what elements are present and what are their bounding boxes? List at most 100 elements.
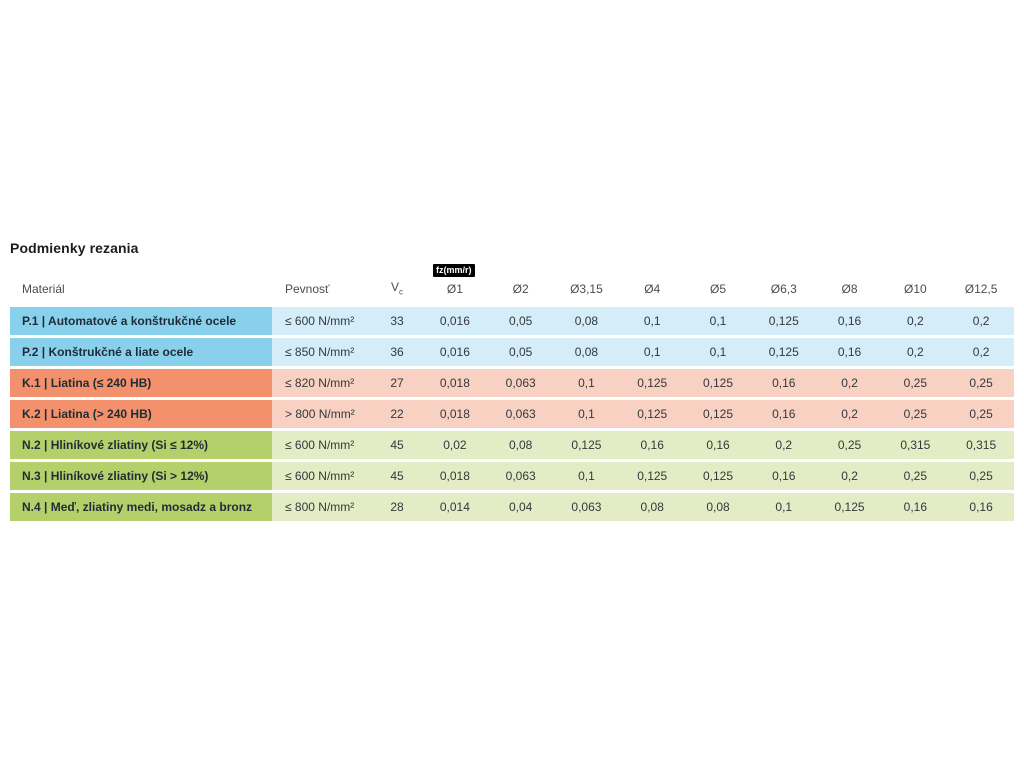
fz-value-cell: 0,08 [685, 493, 751, 521]
fz-value-cell: 0,2 [816, 462, 883, 490]
fz-value-cell: 0,16 [816, 307, 883, 335]
material-cell: N.3 | Hliníkové zliatiny (Si > 12%) [10, 462, 272, 490]
fz-value-cell: 0,16 [750, 400, 817, 428]
material-cell: K.1 | Liatina (≤ 240 HB) [10, 369, 272, 397]
fz-value-cell: 0,2 [882, 307, 949, 335]
fz-value-cell: 0,25 [882, 462, 949, 490]
material-cell: K.2 | Liatina (> 240 HB) [10, 400, 272, 428]
fz-value-cell: 0,08 [553, 307, 620, 335]
fz-value-cell: 0,063 [487, 369, 554, 397]
fz-value-cell: 0,315 [948, 431, 1014, 459]
fz-value-cell: 0,125 [619, 400, 686, 428]
material-cell: P.2 | Konštrukčné a liate ocele [10, 338, 272, 366]
column-header-strength: Pevnosť [285, 282, 330, 296]
header-row: Materiál Pevnosť Vc Ø1 Ø2 Ø3,15 Ø4 Ø5 Ø6… [10, 280, 1014, 307]
vc-cell: 22 [372, 400, 422, 428]
column-header-d8: Ø8 [841, 282, 858, 296]
strength-cell: ≤ 600 N/mm² [272, 307, 372, 335]
fz-value-cell: 0,125 [685, 462, 751, 490]
fz-value-cell: 0,08 [553, 338, 620, 366]
table-row: K.1 | Liatina (≤ 240 HB) ≤ 820 N/mm² 27 0,0… [10, 369, 1014, 397]
fz-value-cell: 0,08 [487, 431, 554, 459]
column-header-d6-3: Ø6,3 [770, 282, 797, 296]
fz-value-cell: 0,16 [750, 462, 817, 490]
fz-value-cell: 0,25 [948, 369, 1014, 397]
fz-value-cell: 0,016 [422, 307, 488, 335]
fz-value-cell: 0,063 [487, 462, 554, 490]
fz-value-cell: 0,25 [948, 462, 1014, 490]
vc-subscript: c [399, 287, 403, 296]
fz-value-cell: 0,014 [422, 493, 488, 521]
fz-value-cell: 0,1 [685, 338, 751, 366]
column-header-d5: Ø5 [709, 282, 726, 296]
fz-value-cell: 0,16 [750, 369, 817, 397]
table-row: N.4 | Meď, zliatiny medi, mosadz a bronz… [10, 493, 1014, 521]
fz-value-cell: 0,125 [750, 338, 817, 366]
column-header-d3-15: Ø3,15 [570, 282, 603, 296]
fz-value-cell: 0,018 [422, 462, 488, 490]
fz-value-cell: 0,25 [816, 431, 883, 459]
fz-value-cell: 0,016 [422, 338, 488, 366]
fz-value-cell: 0,2 [948, 338, 1014, 366]
fz-value-cell: 0,1 [553, 400, 620, 428]
fz-value-cell: 0,018 [422, 369, 488, 397]
fz-value-cell: 0,063 [487, 400, 554, 428]
column-header-material: Materiál [22, 282, 65, 296]
fz-value-cell: 0,125 [750, 307, 817, 335]
column-header-vc: Vc [372, 280, 422, 296]
material-cell: N.2 | Hliníkové zliatiny (Si ≤ 12%) [10, 431, 272, 459]
fz-value-cell: 0,2 [816, 369, 883, 397]
strength-cell: ≤ 800 N/mm² [272, 493, 372, 521]
table-row: K.2 | Liatina (> 240 HB) > 800 N/mm² 22 0,0… [10, 400, 1014, 428]
table-header: fz(mm/r) Materiál Pevnosť Vc Ø1 Ø2 Ø3,15… [10, 262, 1014, 307]
strength-cell: ≤ 820 N/mm² [272, 369, 372, 397]
fz-unit-badge: fz(mm/r) [433, 264, 475, 277]
fz-value-cell: 0,063 [553, 493, 620, 521]
fz-value-cell: 0,16 [619, 431, 686, 459]
strength-cell: ≤ 850 N/mm² [272, 338, 372, 366]
table-row: P.2 | Konštrukčné a liate ocele ≤ 850 N/m… [10, 338, 1014, 366]
fz-value-cell: 0,1 [750, 493, 817, 521]
strength-cell: > 800 N/mm² [272, 400, 372, 428]
vc-cell: 45 [372, 431, 422, 459]
fz-value-cell: 0,2 [882, 338, 949, 366]
fz-value-cell: 0,25 [948, 400, 1014, 428]
column-header-d12-5: Ø12,5 [964, 282, 998, 296]
fz-value-cell: 0,315 [882, 431, 949, 459]
fz-value-cell: 0,2 [750, 431, 817, 459]
fz-value-cell: 0,125 [816, 493, 883, 521]
vc-cell: 45 [372, 462, 422, 490]
table-row: N.2 | Hliníkové zliatiny (Si ≤ 12%) ≤ 600… [10, 431, 1014, 459]
fz-value-cell: 0,02 [422, 431, 488, 459]
fz-value-cell: 0,018 [422, 400, 488, 428]
strength-cell: ≤ 600 N/mm² [272, 462, 372, 490]
fz-value-cell: 0,125 [619, 369, 686, 397]
table-row: N.3 | Hliníkové zliatiny (Si > 12%) ≤ 600… [10, 462, 1014, 490]
fz-value-cell: 0,08 [619, 493, 686, 521]
table-row: P.1 | Automatové a konštrukčné ocele ≤ 60… [10, 307, 1014, 335]
vc-cell: 28 [372, 493, 422, 521]
fz-value-cell: 0,125 [685, 400, 751, 428]
fz-value-cell: 0,05 [487, 307, 554, 335]
vc-cell: 27 [372, 369, 422, 397]
fz-value-cell: 0,1 [619, 307, 686, 335]
fz-value-cell: 0,125 [685, 369, 751, 397]
fz-value-cell: 0,16 [882, 493, 949, 521]
fz-value-cell: 0,1 [619, 338, 686, 366]
material-cell: N.4 | Meď, zliatiny medi, mosadz a bronz [10, 493, 272, 521]
strength-cell: ≤ 600 N/mm² [272, 431, 372, 459]
fz-value-cell: 0,1 [685, 307, 751, 335]
fz-value-cell: 0,04 [487, 493, 554, 521]
vc-cell: 33 [372, 307, 422, 335]
fz-value-cell: 0,2 [948, 307, 1014, 335]
fz-value-cell: 0,05 [487, 338, 554, 366]
material-cell: P.1 | Automatové a konštrukčné ocele [10, 307, 272, 335]
fz-value-cell: 0,1 [553, 462, 620, 490]
column-header-d1: Ø1 [446, 282, 463, 296]
column-header-d2: Ø2 [512, 282, 529, 296]
table-body: P.1 | Automatové a konštrukčné ocele ≤ 60… [10, 307, 1014, 521]
fz-value-cell: 0,125 [553, 431, 620, 459]
vc-cell: 36 [372, 338, 422, 366]
cutting-conditions-table: fz(mm/r) Materiál Pevnosť Vc Ø1 Ø2 Ø3,15… [10, 262, 1014, 524]
